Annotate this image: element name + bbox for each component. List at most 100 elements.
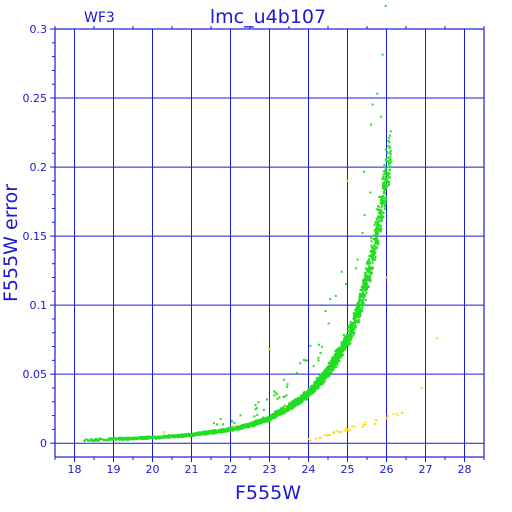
data-point bbox=[256, 413, 259, 416]
data-point bbox=[250, 421, 253, 424]
data-point bbox=[252, 425, 255, 428]
data-point bbox=[359, 311, 362, 314]
data-point bbox=[361, 301, 364, 304]
data-point bbox=[228, 428, 231, 431]
data-point bbox=[370, 268, 373, 271]
data-point bbox=[259, 422, 262, 425]
data-point bbox=[389, 155, 392, 158]
data-point bbox=[309, 393, 312, 396]
data-point bbox=[295, 401, 298, 404]
data-point bbox=[375, 241, 378, 244]
data-point bbox=[365, 262, 368, 265]
data-point bbox=[166, 435, 169, 438]
data-point bbox=[358, 297, 361, 300]
data-point bbox=[374, 255, 377, 258]
data-point bbox=[384, 173, 387, 176]
data-point bbox=[310, 387, 313, 390]
data-point bbox=[327, 322, 330, 325]
data-point bbox=[312, 386, 315, 389]
data-point bbox=[242, 426, 245, 429]
data-point bbox=[359, 298, 362, 301]
plot-frame bbox=[54, 28, 485, 458]
data-point bbox=[318, 383, 321, 386]
data-point bbox=[384, 4, 387, 7]
data-point bbox=[380, 210, 383, 213]
data-point bbox=[272, 414, 275, 417]
data-point bbox=[238, 426, 241, 429]
data-point bbox=[144, 437, 147, 440]
data-point bbox=[345, 337, 348, 340]
data-point bbox=[110, 437, 113, 440]
data-point bbox=[167, 434, 170, 437]
data-point bbox=[309, 390, 312, 393]
data-point bbox=[381, 187, 384, 190]
data-point bbox=[300, 395, 303, 398]
data-point bbox=[362, 280, 365, 283]
data-point bbox=[200, 431, 203, 434]
data-point bbox=[119, 438, 122, 441]
data-point bbox=[222, 423, 225, 426]
data-point bbox=[253, 415, 256, 418]
data-point bbox=[271, 416, 274, 419]
data-point bbox=[272, 413, 275, 416]
data-point bbox=[361, 307, 364, 310]
data-point bbox=[206, 433, 209, 436]
data-point bbox=[332, 368, 335, 371]
data-point bbox=[321, 375, 324, 378]
data-point bbox=[384, 179, 387, 182]
y-tick-label: 0.15 bbox=[23, 230, 48, 243]
data-point bbox=[139, 436, 142, 439]
data-point bbox=[356, 321, 359, 324]
data-point bbox=[98, 437, 101, 440]
data-point bbox=[289, 403, 292, 406]
data-point bbox=[244, 425, 247, 428]
data-point bbox=[301, 394, 304, 397]
data-point bbox=[381, 204, 384, 207]
data-point bbox=[211, 429, 214, 432]
data-point bbox=[137, 437, 140, 440]
data-point bbox=[353, 324, 356, 327]
data-point bbox=[356, 258, 359, 261]
data-point bbox=[322, 376, 325, 379]
data-point bbox=[365, 275, 368, 278]
data-point bbox=[268, 348, 271, 351]
data-point bbox=[322, 374, 325, 377]
data-point bbox=[331, 362, 334, 365]
data-point bbox=[361, 292, 364, 295]
data-point bbox=[273, 390, 276, 393]
data-point bbox=[344, 335, 347, 338]
data-point bbox=[388, 163, 391, 166]
data-point bbox=[231, 429, 234, 432]
data-point bbox=[278, 414, 281, 417]
data-point bbox=[361, 291, 364, 294]
data-point bbox=[288, 402, 291, 405]
data-point bbox=[312, 385, 315, 388]
data-point bbox=[354, 309, 357, 312]
data-point bbox=[83, 439, 86, 442]
data-point bbox=[151, 437, 154, 440]
data-point bbox=[256, 419, 259, 422]
data-point bbox=[236, 425, 239, 428]
data-point bbox=[366, 267, 369, 270]
data-point bbox=[249, 423, 252, 426]
data-point bbox=[339, 353, 342, 356]
data-point bbox=[343, 429, 346, 432]
data-point bbox=[382, 187, 385, 190]
data-point bbox=[279, 412, 282, 415]
y-tick-label: 0 bbox=[40, 437, 47, 450]
data-point bbox=[330, 369, 333, 372]
data-point bbox=[374, 419, 377, 421]
data-point bbox=[300, 399, 303, 402]
data-point bbox=[340, 349, 343, 352]
data-point bbox=[362, 278, 365, 281]
data-point bbox=[184, 435, 187, 438]
data-point bbox=[321, 381, 324, 384]
data-point bbox=[298, 400, 301, 403]
data-point bbox=[381, 220, 384, 223]
data-point bbox=[317, 359, 320, 362]
data-point bbox=[331, 358, 334, 361]
data-point bbox=[317, 383, 320, 386]
data-point bbox=[351, 325, 354, 328]
data-point bbox=[378, 212, 381, 215]
data-point bbox=[319, 380, 322, 383]
